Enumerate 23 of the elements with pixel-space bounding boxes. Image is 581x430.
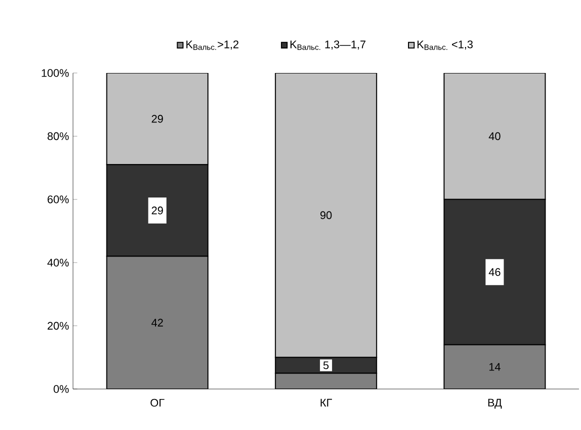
data-label: 40 [488,132,500,140]
data-label: 14 [489,363,500,371]
y-tick-label: 80% [48,132,69,140]
bar [444,344,546,389]
data-label: 90 [320,211,332,220]
bar [106,256,208,389]
legend-label: K$_{Вальс.}$ 1,3—1,7 [290,40,366,50]
y-tick-label: 100% [42,69,69,77]
y-tick-label: 40% [47,258,69,266]
x-tick-label: КГ [320,398,332,406]
x-tick-label: ОГ [150,398,164,407]
data-label: 42 [151,318,163,326]
x-tick-label: ВД [488,398,502,409]
y-tick-label: 0% [54,385,69,393]
bar [274,372,378,389]
legend-label: K$_{Вальс.}$>1,2 [186,40,238,50]
y-tick-label: 20% [48,322,69,330]
y-tick-label: 60% [48,195,69,204]
data-label: 46 [488,268,500,276]
legend-label: K$_{Вальс.}$ <1,3 [418,40,473,50]
data-label: 29 [152,114,163,123]
data-label: 5 [323,361,329,370]
data-label: 29 [152,206,163,214]
